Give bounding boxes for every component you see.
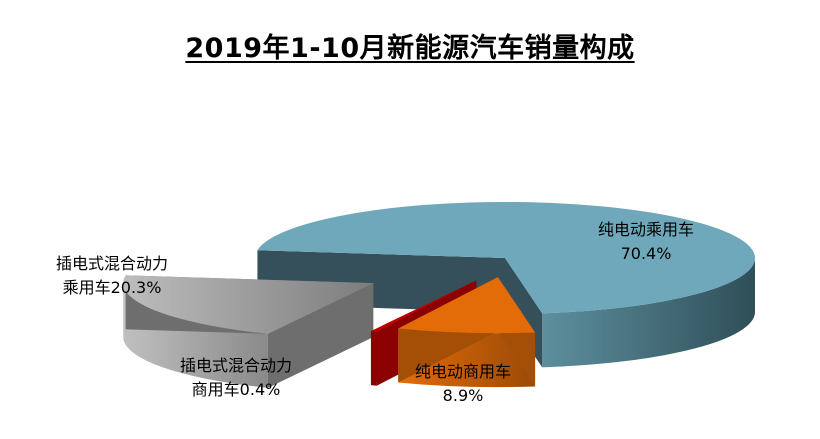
pie-slice-3 — [123, 275, 374, 388]
slice-label-1-name: 纯电动商用车 — [415, 362, 512, 381]
slice-label-0-name: 纯电动乘用车 — [598, 220, 695, 239]
slice-label-2-value: 商用车0.4% — [191, 380, 281, 399]
slice-label-3-name: 插电式混合动力 — [56, 254, 169, 273]
slice-label-0: 纯电动乘用车 70.4% — [598, 218, 694, 266]
chart-title: 2019年1-10月新能源汽车销量构成 — [185, 33, 635, 64]
slice-label-0-value: 70.4% — [620, 244, 672, 263]
slice-label-3-value: 乘用车20.3% — [62, 278, 162, 297]
slice-label-1: 纯电动商用车 8.9% — [415, 360, 511, 408]
slice-label-1-value: 8.9% — [442, 386, 484, 405]
slice-label-2-name: 插电式混合动力 — [180, 356, 293, 375]
slice-label-2: 插电式混合动力 商用车0.4% — [180, 354, 292, 402]
pie-slice-1 — [398, 277, 536, 388]
slice-label-3: 插电式混合动力 乘用车20.3% — [56, 252, 168, 300]
